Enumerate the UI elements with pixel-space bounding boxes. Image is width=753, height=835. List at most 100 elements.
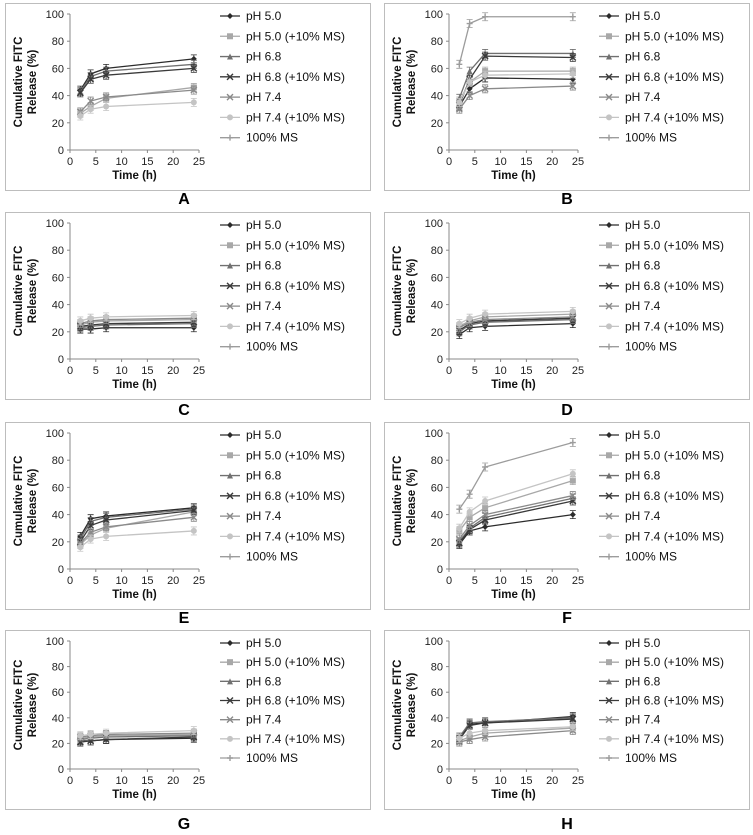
legend-label: pH 6.8	[625, 259, 661, 273]
x-tick-label: 0	[446, 575, 452, 587]
legend-marker	[227, 242, 233, 249]
legend-marker	[606, 242, 612, 249]
legend-label: pH 6.8	[625, 50, 661, 64]
legend-label: pH 6.8	[246, 50, 282, 64]
y-axis-label-line2: Release (%)	[406, 673, 418, 738]
x-axis-label: Time (h)	[112, 789, 157, 801]
y-tick-label: 40	[431, 510, 443, 522]
x-axis-label: Time (h)	[112, 379, 157, 391]
legend-label: pH 7.4	[246, 713, 282, 727]
y-axis-label-line1: Cumulative FITC	[13, 37, 25, 128]
x-tick-label: 20	[546, 575, 558, 587]
series-line	[458, 717, 573, 738]
data-point	[482, 311, 489, 318]
legend-label: pH 7.4 (+10% MS)	[246, 732, 345, 746]
x-tick-label: 0	[67, 156, 73, 168]
series-line	[80, 733, 194, 739]
data-point	[481, 85, 489, 93]
legend-marker	[606, 553, 612, 560]
series-line	[458, 85, 573, 110]
x-tick-label: 15	[520, 575, 532, 587]
x-tick-label: 10	[115, 775, 127, 787]
legend-label: pH 6.8	[625, 674, 661, 688]
series-line	[79, 63, 194, 92]
legend-label: pH 6.8	[246, 674, 282, 688]
x-tick-label: 20	[167, 775, 179, 787]
legend-marker	[227, 33, 233, 40]
y-tick-label: 20	[431, 738, 443, 750]
legend-marker	[605, 716, 613, 724]
series-line	[80, 735, 194, 741]
series-line	[458, 494, 573, 540]
panel-letter-c: C	[178, 402, 190, 419]
legend-marker	[606, 323, 612, 330]
legend-label: 100% MS	[246, 751, 298, 765]
data-point	[466, 85, 473, 92]
legend-marker	[227, 262, 233, 269]
y-tick-label: 100	[425, 428, 443, 440]
y-axis-label-line1: Cumulative FITC	[392, 246, 404, 337]
data-point	[103, 730, 110, 737]
legend-marker	[606, 659, 612, 666]
series-line	[458, 497, 573, 543]
x-tick-label: 10	[494, 575, 506, 587]
x-tick-label: 15	[520, 156, 532, 168]
y-tick-label: 0	[437, 354, 443, 366]
series-line	[80, 321, 194, 328]
y-tick-label: 100	[46, 428, 64, 440]
legend-label: pH 6.8	[246, 469, 282, 483]
x-tick-label: 5	[93, 775, 99, 787]
x-tick-label: 0	[446, 775, 452, 787]
data-point	[569, 470, 576, 477]
data-point	[482, 13, 489, 20]
legend-label: pH 7.4	[625, 90, 661, 104]
legend-label: pH 6.8	[246, 259, 282, 273]
legend-label: pH 5.0 (+10% MS)	[246, 238, 345, 252]
data-point	[569, 723, 576, 730]
legend-marker	[227, 735, 233, 742]
series-line	[80, 736, 194, 743]
series-line	[79, 67, 194, 94]
x-tick-label: 15	[141, 775, 153, 787]
data-point	[455, 535, 463, 543]
legend-label: pH 5.0 (+10% MS)	[246, 29, 345, 43]
series-line	[458, 16, 573, 65]
legend-marker	[226, 282, 234, 290]
chart-svg-d: 0 20 40 60 80 100 0 5 10 15 20 25 Time (h) Cumulative…	[392, 218, 724, 391]
y-tick-label: 40	[431, 713, 443, 725]
x-axis-label: Time (h)	[491, 170, 536, 182]
data-point	[456, 525, 463, 532]
x-tick-label: 0	[67, 365, 73, 377]
data-point	[190, 64, 198, 72]
legend-label: pH 5.0 (+10% MS)	[625, 238, 724, 252]
data-point	[569, 477, 576, 484]
data-point	[481, 719, 489, 727]
legend-marker	[606, 452, 612, 459]
panel-c: 0 20 40 60 80 100 0 5 10 15 20 25 Time (h) Cumulative…	[5, 212, 371, 400]
data-point	[466, 79, 473, 85]
x-tick-label: 20	[167, 575, 179, 587]
legend-label: pH 7.4 (+10% MS)	[625, 732, 724, 746]
y-tick-label: 100	[425, 9, 443, 21]
y-tick-label: 20	[52, 327, 64, 339]
y-tick-label: 20	[431, 537, 443, 549]
y-tick-label: 100	[46, 218, 64, 230]
legend-marker	[605, 697, 613, 704]
chart-svg-b: 0 20 40 60 80 100 0 5 10 15 20 25 Time (h) Cumulative…	[392, 9, 724, 182]
x-tick-label: 0	[446, 365, 452, 377]
legend-marker	[605, 302, 613, 310]
x-axis-label: Time (h)	[491, 789, 536, 801]
series-line	[459, 726, 573, 739]
x-tick-label: 5	[93, 156, 99, 168]
panel-b: 0 20 40 60 80 100 0 5 10 15 20 25 Time (h) Cumulative…	[384, 3, 750, 191]
y-tick-label: 0	[437, 764, 443, 776]
legend-label: pH 6.8 (+10% MS)	[625, 694, 724, 708]
data-point	[103, 103, 110, 110]
data-point	[482, 72, 489, 79]
y-tick-label: 60	[52, 687, 64, 699]
x-axis-label: Time (h)	[491, 379, 536, 391]
legend-label: pH 5.0	[625, 218, 661, 232]
data-point	[482, 727, 489, 734]
data-point	[466, 315, 473, 322]
legend-label: pH 6.8 (+10% MS)	[625, 489, 724, 503]
